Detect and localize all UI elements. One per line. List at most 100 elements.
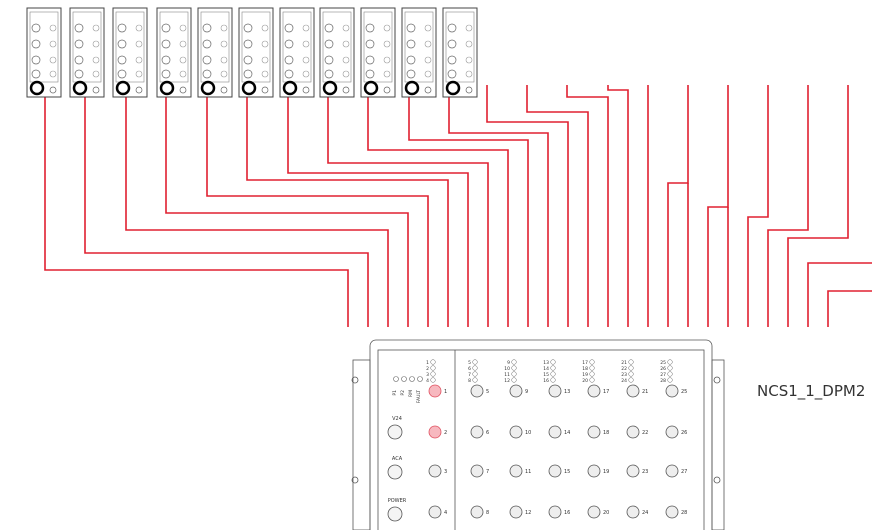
led xyxy=(135,70,143,78)
port-number: 18 xyxy=(603,430,609,436)
port-number: 3 xyxy=(444,469,447,475)
connector xyxy=(282,80,298,96)
led-number: 1 xyxy=(426,360,429,366)
led xyxy=(284,55,294,65)
port xyxy=(509,384,523,398)
power-port-label: ACA xyxy=(392,456,403,462)
port-number: 19 xyxy=(603,469,609,475)
screw xyxy=(424,86,432,94)
led xyxy=(447,55,457,65)
led xyxy=(261,70,269,78)
led xyxy=(406,55,416,65)
led xyxy=(424,70,432,78)
led-number: 6 xyxy=(468,366,471,372)
led xyxy=(202,39,212,49)
led xyxy=(406,39,416,49)
port xyxy=(428,425,442,439)
module-inner xyxy=(445,11,475,83)
screw xyxy=(49,86,57,94)
port-led xyxy=(589,377,595,383)
port-led xyxy=(472,359,478,365)
connector xyxy=(29,80,45,96)
port-number: 25 xyxy=(681,389,687,395)
module-inner xyxy=(200,11,230,83)
led xyxy=(179,24,187,32)
led xyxy=(220,56,228,64)
port xyxy=(587,464,601,478)
led xyxy=(117,39,127,49)
led xyxy=(465,56,473,64)
led xyxy=(261,24,269,32)
port xyxy=(587,384,601,398)
module-inner xyxy=(322,11,352,83)
connector xyxy=(241,80,257,96)
led xyxy=(31,55,41,65)
status-led-label: RM xyxy=(408,390,414,397)
led xyxy=(324,69,334,79)
port xyxy=(509,464,523,478)
port-led xyxy=(472,371,478,377)
port-led xyxy=(667,365,673,371)
led xyxy=(342,56,350,64)
port-number: 16 xyxy=(564,510,570,516)
port xyxy=(587,505,601,519)
led-number: 4 xyxy=(426,378,429,384)
module-inner xyxy=(115,11,145,83)
led xyxy=(261,40,269,48)
power-port xyxy=(387,506,403,522)
port-number: 17 xyxy=(603,389,609,395)
led xyxy=(342,40,350,48)
module-inner xyxy=(241,11,271,83)
led-number: 20 xyxy=(582,378,588,384)
module-inner xyxy=(282,11,312,83)
port-led xyxy=(589,371,595,377)
led xyxy=(424,40,432,48)
led xyxy=(220,24,228,32)
led-number: 19 xyxy=(582,372,588,378)
port-led xyxy=(511,371,517,377)
led-number: 16 xyxy=(543,378,549,384)
led-number: 25 xyxy=(660,360,666,366)
port xyxy=(626,505,640,519)
led xyxy=(284,39,294,49)
led xyxy=(302,70,310,78)
connector xyxy=(159,80,175,96)
port-led xyxy=(550,377,556,383)
port-led xyxy=(430,359,436,365)
device-name: NCS1_1_DPM2 xyxy=(757,382,865,401)
port xyxy=(665,505,679,519)
led xyxy=(92,56,100,64)
led xyxy=(465,70,473,78)
led xyxy=(74,69,84,79)
port xyxy=(626,425,640,439)
power-port xyxy=(387,464,403,480)
port-led xyxy=(628,377,634,383)
screw xyxy=(383,86,391,94)
led-number: 5 xyxy=(468,360,471,366)
led-number: 13 xyxy=(543,360,549,366)
led-number: 21 xyxy=(621,360,627,366)
led xyxy=(302,24,310,32)
led xyxy=(243,39,253,49)
power-port-label: POWER xyxy=(388,498,407,504)
led xyxy=(49,56,57,64)
port-led xyxy=(430,365,436,371)
port-number: 28 xyxy=(681,510,687,516)
led xyxy=(465,24,473,32)
port-number: 9 xyxy=(525,389,528,395)
led xyxy=(243,69,253,79)
screw xyxy=(261,86,269,94)
led xyxy=(74,23,84,33)
port-led xyxy=(667,359,673,365)
port xyxy=(428,464,442,478)
port xyxy=(626,464,640,478)
led xyxy=(406,23,416,33)
led xyxy=(117,23,127,33)
port-number: 1 xyxy=(444,389,447,395)
led-number: 24 xyxy=(621,378,627,384)
led-number: 22 xyxy=(621,366,627,372)
module-inner xyxy=(404,11,434,83)
led xyxy=(365,55,375,65)
port-number: 2 xyxy=(444,430,447,436)
led xyxy=(324,23,334,33)
